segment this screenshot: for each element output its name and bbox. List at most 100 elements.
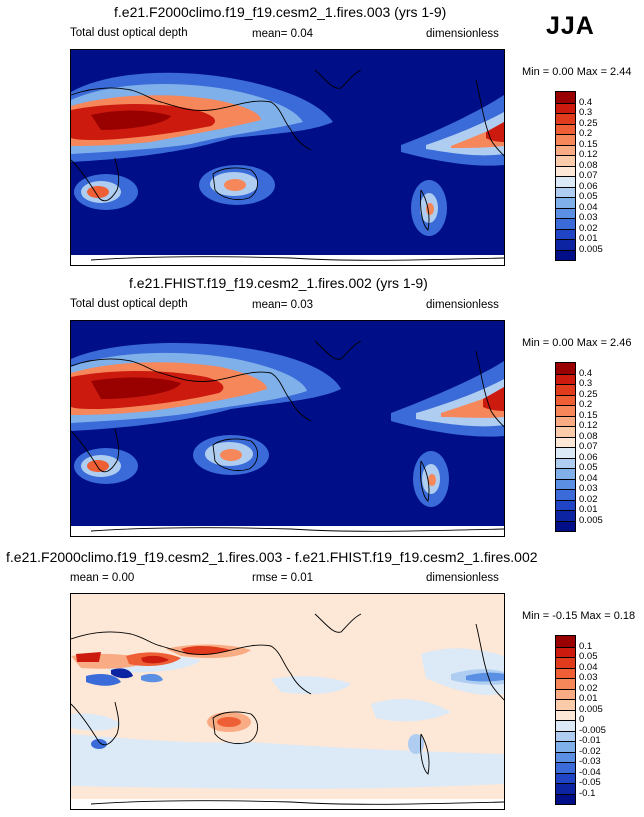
colorbar-tick-label: 0.2 <box>579 399 593 410</box>
colorbar-tick-label: 0.07 <box>579 441 598 452</box>
colorbar-swatch <box>556 207 575 218</box>
colorbar-tick-label: 0.01 <box>579 233 598 244</box>
colorbar-swatch <box>556 123 575 134</box>
colorbar-swatch <box>556 218 575 229</box>
colorbar-swatch <box>556 699 575 710</box>
panel2-minmax: Min = 0.00 Max = 2.46 <box>522 337 632 349</box>
colorbar-swatch <box>556 102 575 113</box>
colorbar-swatch <box>556 520 575 531</box>
colorbar-tick-label: 0.05 <box>579 191 598 202</box>
colorbar-swatch <box>556 772 575 783</box>
panel1-mean-label: mean= 0.04 <box>252 28 314 40</box>
panel3-mean-label: mean = 0.00 <box>70 572 135 584</box>
colorbar-tick-label: 0.02 <box>579 222 598 234</box>
colorbar-swatch <box>556 92 575 103</box>
colorbar-swatch <box>556 657 575 668</box>
panel3-rmse-label: rmse = 0.01 <box>252 572 314 584</box>
colorbar-swatch <box>556 134 575 145</box>
colorbar-tick-label: 0.15 <box>579 138 598 150</box>
colorbar-swatch <box>556 646 575 657</box>
colorbar-tick-label: 0.2 <box>579 128 593 139</box>
panel1-title: f.e21.F2000climo.f19_f19.cesm2_1.fires.0… <box>114 4 447 20</box>
panel1-dust-field <box>71 72 504 265</box>
colorbar-swatch <box>556 447 575 458</box>
colorbar-tick-label: 0.25 <box>579 388 598 400</box>
colorbar-tick-label: 0.15 <box>579 409 598 421</box>
colorbar-swatch <box>556 363 575 374</box>
colorbar-swatch <box>556 249 575 260</box>
colorbar-swatch <box>556 730 575 741</box>
panel2-dust-field <box>71 343 504 536</box>
colorbar-tick-label: 0.25 <box>579 117 598 129</box>
colorbar-swatch <box>556 751 575 762</box>
colorbar-tick-label: 0.06 <box>579 180 598 192</box>
colorbar-tick-label: -0.03 <box>579 756 601 767</box>
panel2-title: f.e21.FHIST.f19_f19.cesm2_1.fires.002 (y… <box>129 275 428 291</box>
colorbar-swatch <box>556 720 575 731</box>
colorbar-tick-label: 0.08 <box>579 159 598 171</box>
colorbar-swatch <box>556 384 575 395</box>
colorbar-swatch <box>556 793 575 804</box>
colorbar-swatch <box>556 636 575 647</box>
colorbar-tick-label: 0.06 <box>579 451 598 463</box>
panel3-map <box>70 593 505 810</box>
colorbar-tick-label: 0.07 <box>579 170 598 181</box>
colorbar-tick-label: -0.02 <box>579 745 601 757</box>
colorbar-tick-label: 0.005 <box>579 703 603 715</box>
colorbar-swatch <box>556 186 575 197</box>
colorbar-swatch <box>556 165 575 176</box>
panel1-map <box>70 49 505 266</box>
colorbar-swatch <box>556 373 575 384</box>
colorbar-swatch <box>556 228 575 239</box>
colorbar-swatch <box>556 176 575 187</box>
panel3-title: f.e21.F2000climo.f19_f19.cesm2_1.fires.0… <box>6 549 538 565</box>
panel1-minmax: Min = 0.00 Max = 2.44 <box>522 66 632 78</box>
colorbar-swatch <box>556 678 575 689</box>
colorbar-swatch <box>556 197 575 208</box>
season-label: JJA <box>546 12 595 40</box>
colorbar-swatch <box>556 155 575 166</box>
colorbar-tick-label: 0.12 <box>579 149 598 160</box>
colorbar-swatch <box>556 426 575 437</box>
panel2-map <box>70 320 505 537</box>
panel2-variable-label: Total dust optical depth <box>70 298 188 310</box>
colorbar-swatch <box>556 457 575 468</box>
panel2-coastlines <box>71 340 504 532</box>
colorbar-tick-label: -0.005 <box>579 724 606 736</box>
colorbar-tick-label: 0.1 <box>579 640 593 652</box>
colorbar-swatch <box>556 709 575 720</box>
colorbar-swatch <box>556 688 575 699</box>
colorbar-swatch <box>556 762 575 773</box>
colorbar-tick-label: 0.005 <box>579 243 603 255</box>
colorbar-tick-label: 0.03 <box>579 483 598 494</box>
colorbar-tick-label: 0.01 <box>579 504 598 515</box>
colorbar-swatch <box>556 478 575 489</box>
colorbar-swatch <box>556 415 575 426</box>
colorbar-tick-label: 0.03 <box>579 672 598 683</box>
panel1-colorbar <box>555 91 576 261</box>
colorbar-tick-label: 0.08 <box>579 430 598 442</box>
colorbar-swatch <box>556 144 575 155</box>
colorbar-tick-label: 0.04 <box>579 661 598 673</box>
colorbar-tick-label: 0.12 <box>579 420 598 431</box>
panel2-colorbar <box>555 362 576 532</box>
panel2-units-label: dimensionless <box>426 299 499 311</box>
panel3-diff-field <box>71 644 504 809</box>
colorbar-swatch <box>556 667 575 678</box>
colorbar-swatch <box>556 510 575 521</box>
colorbar-swatch <box>556 741 575 752</box>
colorbar-tick-label: 0.05 <box>579 462 598 473</box>
colorbar-swatch <box>556 468 575 479</box>
colorbar-tick-label: 0.02 <box>579 493 598 505</box>
colorbar-tick-label: 0.03 <box>579 212 598 223</box>
colorbar-swatch <box>556 239 575 250</box>
colorbar-tick-label: 0.4 <box>579 96 593 108</box>
colorbar-tick-label: 0 <box>579 714 585 725</box>
colorbar-tick-label: 0.3 <box>579 378 593 389</box>
panel3-colorbar <box>555 635 576 805</box>
colorbar-swatch <box>556 489 575 500</box>
panel3-units-label: dimensionless <box>426 572 499 584</box>
panel3-minmax: Min = -0.15 Max = 0.18 <box>522 610 636 622</box>
colorbar-tick-label: 0.04 <box>579 472 598 484</box>
colorbar-tick-label: 0.05 <box>579 651 598 662</box>
